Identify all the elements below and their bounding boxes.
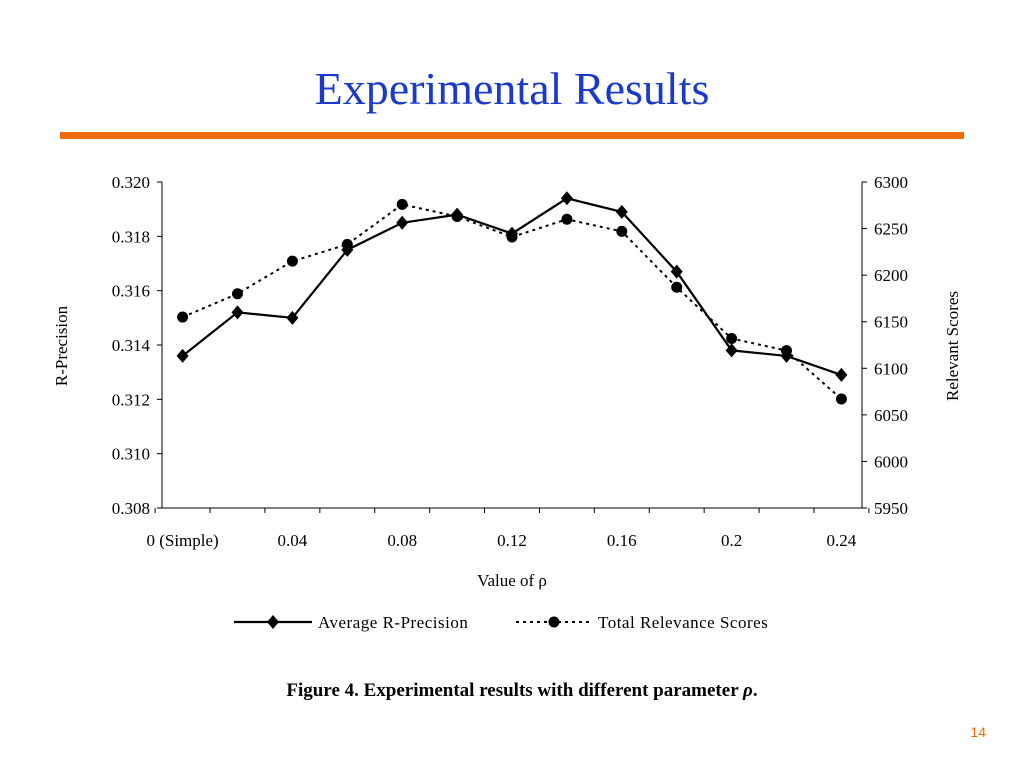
series-2-point bbox=[726, 332, 738, 344]
y2-tick-label: 5950 bbox=[874, 499, 908, 518]
series-1-point bbox=[396, 215, 409, 230]
caption-text: Figure 4. Experimental results with diff… bbox=[286, 680, 744, 701]
series-2-point bbox=[341, 238, 353, 250]
y2-tick-label: 6200 bbox=[874, 266, 908, 285]
series-2-point bbox=[177, 311, 189, 323]
series-2-point bbox=[616, 225, 628, 237]
x-tick-label: 0.08 bbox=[387, 531, 417, 550]
chart-ticks: 0.308 0.310 0.312 0.314 0.316 0.318 0.320 5950 6… bbox=[112, 173, 908, 550]
series-2-point bbox=[835, 393, 847, 405]
x-tick-label: 0.24 bbox=[827, 531, 857, 550]
y-tick-label: 0.316 bbox=[112, 282, 150, 301]
y2-tick-label: 6300 bbox=[874, 173, 908, 192]
y2-tick-label: 6100 bbox=[874, 359, 908, 378]
series-1-point bbox=[835, 367, 848, 382]
x-axis-label: Value of ρ bbox=[477, 571, 547, 590]
legend-marker-2 bbox=[548, 616, 560, 628]
figure-caption: Figure 4. Experimental results with diff… bbox=[0, 680, 1024, 702]
legend-marker-1 bbox=[267, 615, 279, 629]
y2-tick-label: 6250 bbox=[874, 220, 908, 239]
chart-series bbox=[176, 191, 848, 405]
title-underline bbox=[60, 132, 964, 139]
series-1-point bbox=[231, 305, 244, 320]
y-tick-label: 0.314 bbox=[112, 336, 151, 355]
y2-tick-label: 6150 bbox=[874, 313, 908, 332]
legend-label-2: Total Relevance Scores bbox=[598, 613, 768, 632]
series-1-point bbox=[176, 348, 189, 363]
y-tick-label: 0.308 bbox=[112, 499, 150, 518]
caption-symbol: ρ bbox=[743, 680, 753, 701]
series-2-point bbox=[286, 255, 298, 267]
slide-title: Experimental Results bbox=[314, 63, 710, 114]
y-tick-label: 0.310 bbox=[112, 445, 150, 464]
x-tick-label: 0.04 bbox=[278, 531, 308, 550]
y-tick-label: 0.312 bbox=[112, 390, 150, 409]
y2-axis-label: Relevant Scores bbox=[943, 291, 962, 401]
y2-tick-label: 6000 bbox=[874, 452, 908, 471]
series-line-1 bbox=[181, 197, 842, 376]
series-2-point bbox=[561, 213, 573, 225]
slide-number: 14 bbox=[970, 724, 986, 740]
series-2-point bbox=[451, 210, 463, 222]
series-2-point bbox=[396, 198, 408, 210]
series-2-point bbox=[671, 281, 683, 293]
chart-legend: Average R-Precision Total Relevance Score… bbox=[234, 613, 768, 632]
x-tick-label: 0.12 bbox=[497, 531, 527, 550]
series-1-point bbox=[286, 310, 299, 325]
y-axis-label: R-Precision bbox=[52, 305, 71, 386]
series-2-point bbox=[781, 345, 793, 357]
series-1-point bbox=[560, 191, 573, 206]
legend-label-1: Average R-Precision bbox=[318, 613, 468, 632]
series-1-point bbox=[670, 264, 683, 279]
y2-tick-label: 6050 bbox=[874, 406, 908, 425]
x-tick-label: 0.2 bbox=[721, 531, 742, 550]
series-2-point bbox=[506, 231, 518, 243]
y-tick-label: 0.318 bbox=[112, 227, 150, 246]
x-tick-label: 0 (Simple) bbox=[146, 531, 218, 550]
y-tick-label: 0.320 bbox=[112, 173, 150, 192]
x-tick-label: 0.16 bbox=[607, 531, 637, 550]
series-2-point bbox=[231, 288, 243, 300]
series-1-point bbox=[725, 343, 738, 358]
series-1-point bbox=[615, 204, 628, 219]
caption-end: . bbox=[752, 680, 758, 701]
